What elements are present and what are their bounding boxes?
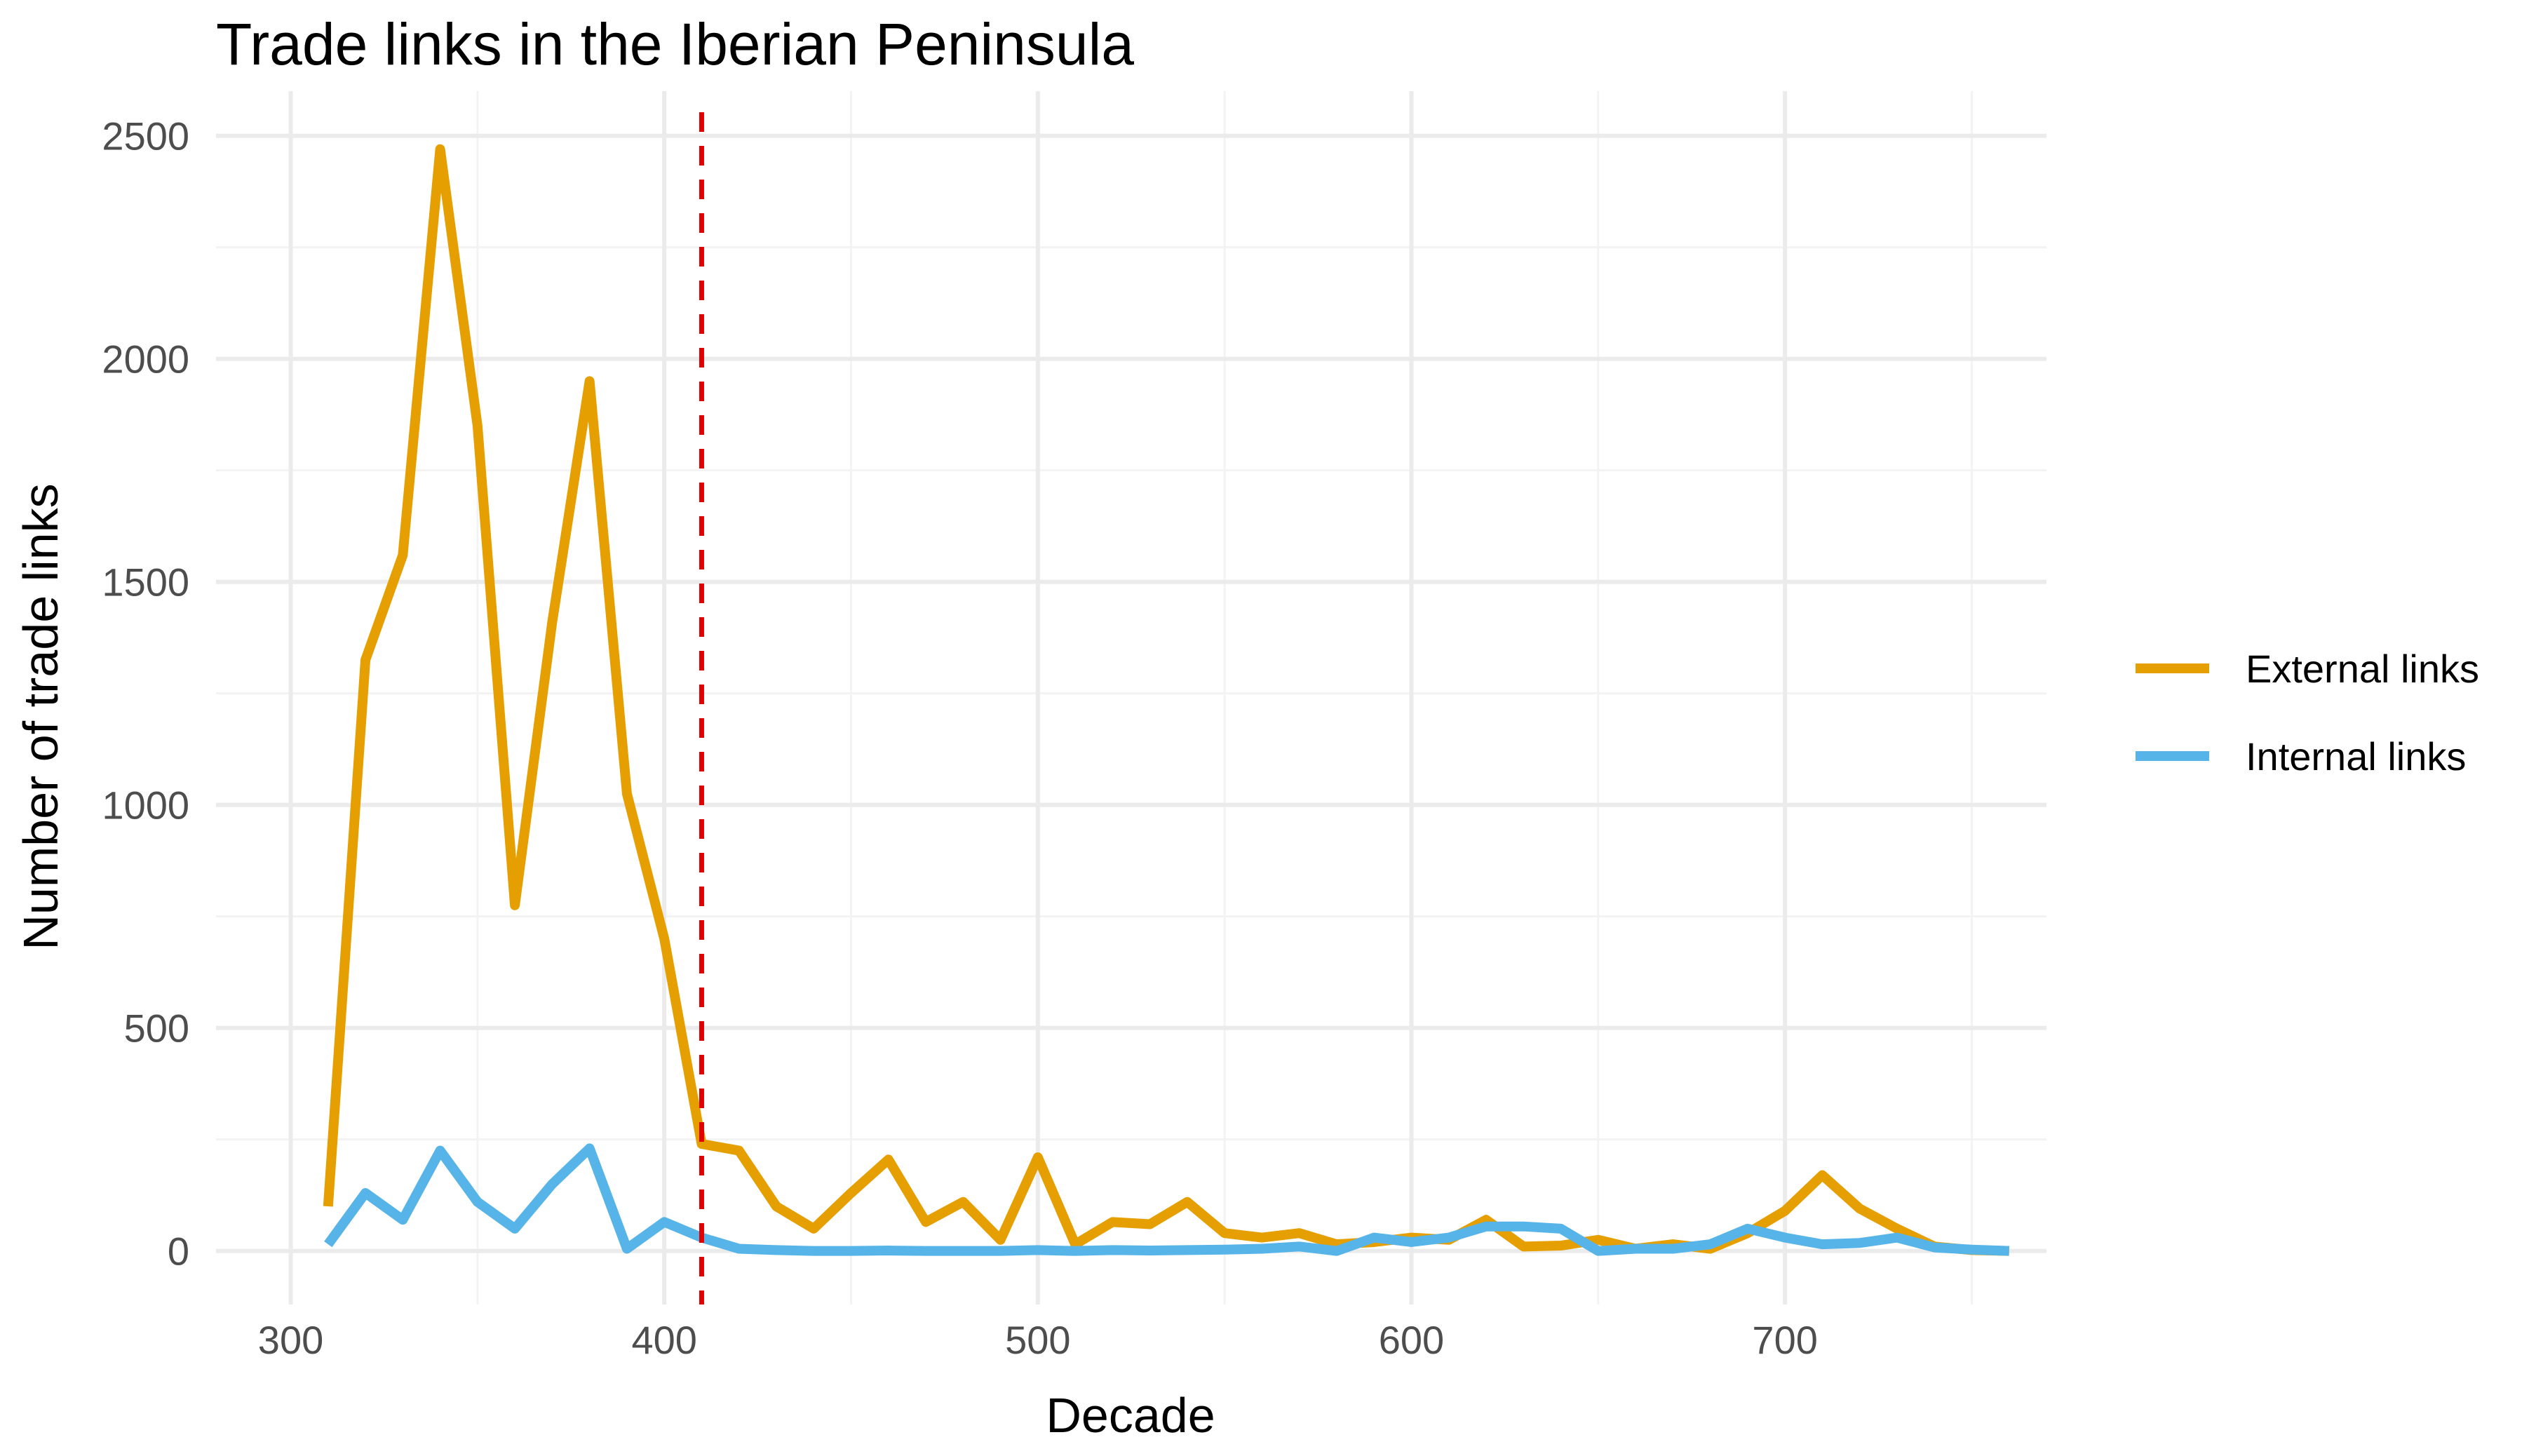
- y-tick-label: 1000: [102, 783, 189, 828]
- y-axis-title: Number of trade links: [13, 483, 68, 950]
- y-tick-label: 1500: [102, 560, 189, 605]
- x-axis-ticks: 300 400 500 600 700: [258, 1318, 1818, 1362]
- grid: [216, 91, 2046, 1305]
- y-tick-label: 2500: [102, 114, 189, 159]
- series-line-internal: [324, 1143, 2009, 1256]
- x-tick-label: 300: [258, 1318, 323, 1362]
- y-tick-label: 0: [168, 1229, 189, 1274]
- y-tick-label: 2000: [102, 337, 189, 382]
- legend: External links Internal links: [2136, 647, 2479, 778]
- y-tick-label: 500: [124, 1006, 189, 1051]
- x-tick-label: 600: [1379, 1318, 1444, 1362]
- chart-title: Trade links in the Iberian Peninsula: [216, 11, 1134, 77]
- series-line-external: [323, 144, 2009, 1256]
- x-tick-label: 700: [1752, 1318, 1817, 1362]
- x-tick-label: 400: [631, 1318, 696, 1362]
- series-layer: [323, 144, 2009, 1256]
- legend-label-internal: Internal links: [2246, 734, 2466, 778]
- y-axis-ticks: 0 500 1000 1500 2000 2500: [102, 114, 189, 1274]
- legend-label-external: External links: [2246, 647, 2479, 691]
- x-tick-label: 500: [1005, 1318, 1070, 1362]
- x-axis-title: Decade: [1046, 1388, 1215, 1443]
